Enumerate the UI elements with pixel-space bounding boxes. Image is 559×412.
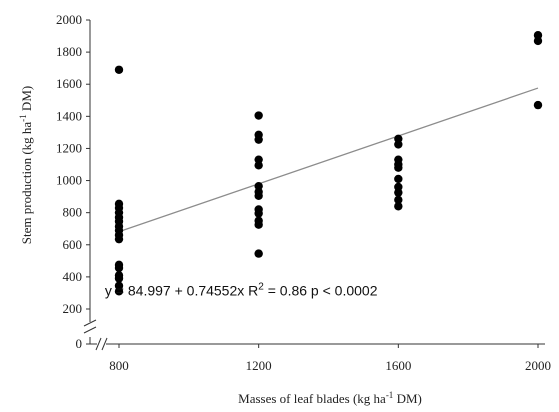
y-tick-label: 400 xyxy=(63,269,83,284)
data-point xyxy=(254,220,263,229)
y-tick-label: 1400 xyxy=(56,108,82,123)
y-axis-label: Stem production (kg ha-1 DM) xyxy=(18,86,34,244)
data-point xyxy=(394,163,403,172)
y-tick-label: 200 xyxy=(63,301,83,316)
y-tick-label: 1800 xyxy=(56,44,82,59)
data-point xyxy=(114,274,124,283)
trendline xyxy=(118,87,539,233)
data-point xyxy=(394,188,403,197)
y-tick-label: 600 xyxy=(63,237,83,252)
data-point xyxy=(254,111,263,120)
data-point xyxy=(114,65,124,74)
data-point xyxy=(114,263,124,273)
data-point xyxy=(394,174,403,184)
x-axis-break-mark xyxy=(101,337,108,351)
data-points xyxy=(114,31,543,296)
regression-annotation: y = 84.997 + 0.74552x R2 = 0.86 p < 0.00… xyxy=(105,281,378,298)
data-point xyxy=(254,209,263,218)
data-point xyxy=(533,36,543,46)
data-point xyxy=(394,195,403,205)
data-point xyxy=(394,140,403,149)
x-tick-label: 1600 xyxy=(385,358,411,373)
y-tick-label: 1200 xyxy=(56,140,82,155)
x-axis-break-mark xyxy=(95,337,102,351)
data-point xyxy=(114,287,124,296)
x-axis-label: Masses of leaf blades (kg ha-1 DM) xyxy=(238,390,422,406)
y-tick-label: 2000 xyxy=(56,12,82,27)
y-tick-label: 0 xyxy=(76,336,83,351)
x-tick-label: 1200 xyxy=(246,358,272,373)
data-point xyxy=(254,135,263,144)
data-point xyxy=(254,191,263,201)
y-tick-labels: 0 200 400 600 800 1000 1200 1400 1600 1800 2000 xyxy=(56,12,82,351)
y-tick-label: 1000 xyxy=(56,173,82,188)
data-point xyxy=(114,234,124,244)
data-point xyxy=(254,249,263,258)
y-axis-break-mark xyxy=(83,319,97,327)
y-axis-break-mark xyxy=(83,326,97,334)
x-tick-label: 800 xyxy=(109,358,129,373)
y-tick-label: 1600 xyxy=(56,76,82,91)
y-tick-label: 800 xyxy=(63,205,83,220)
data-point xyxy=(254,161,263,170)
x-tick-label: 2000 xyxy=(525,358,551,373)
x-tick-labels: 800 1200 1600 2000 xyxy=(109,358,551,373)
data-point xyxy=(394,202,403,211)
data-point xyxy=(533,100,543,110)
axes xyxy=(83,19,545,351)
